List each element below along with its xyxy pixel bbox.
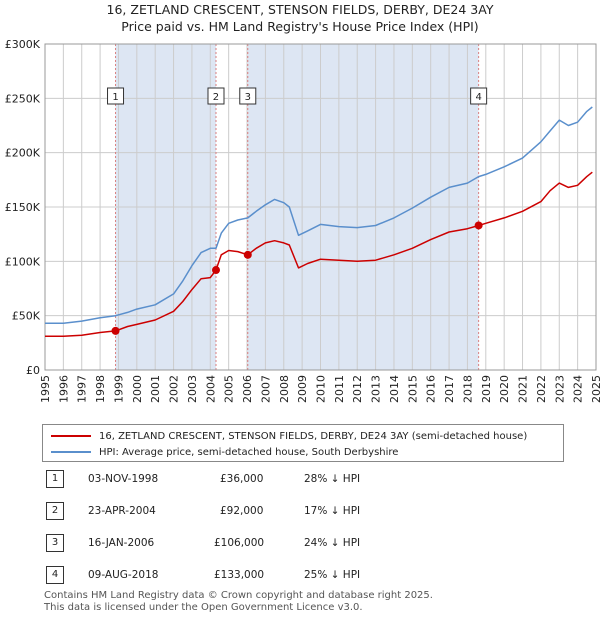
x-tick-label: 2001 <box>149 375 162 403</box>
transaction-price: £133,000 <box>214 569 265 581</box>
x-tick-label: 2017 <box>443 375 456 403</box>
chart-legend: 16, ZETLAND CRESCENT, STENSON FIELDS, DE… <box>42 424 564 462</box>
plot-frame <box>44 43 597 371</box>
transaction-number: 1 <box>46 470 64 488</box>
legend-swatch-property <box>51 435 91 437</box>
price-chart: 1 2 3 4 £0 £50K £100K £150K £200K £250K £300K 199… <box>5 38 600 403</box>
transaction-price: £36,000 <box>220 473 264 485</box>
transaction-point <box>111 326 120 335</box>
y-tick-label: £100K <box>5 255 41 268</box>
transaction-marker-box <box>470 87 488 105</box>
x-tick-label: 1999 <box>112 375 125 403</box>
x-tick-label: 2008 <box>278 375 291 403</box>
transaction-number: 2 <box>46 502 64 520</box>
transaction-point <box>243 250 252 259</box>
x-tick-label: 2019 <box>480 375 493 403</box>
legend-label-hpi: HPI: Average price, semi-detached house,… <box>99 446 399 458</box>
x-tick-label: 2016 <box>425 375 438 403</box>
x-tick-label: 1996 <box>57 375 70 403</box>
x-tick-label: 2011 <box>333 375 346 403</box>
property-price-line <box>45 171 593 338</box>
table-row: 1 03-NOV-1998 £36,000 28% ↓ HPI <box>42 470 562 490</box>
x-tick-label: 2018 <box>461 375 474 403</box>
x-tick-label: 1995 <box>39 375 52 403</box>
chart-subtitle: Price paid vs. HM Land Registry's House … <box>121 19 479 34</box>
x-tick-label: 2004 <box>204 375 217 403</box>
x-tick-label: 2002 <box>168 375 181 403</box>
x-tick-label: 1997 <box>76 375 89 403</box>
x-tick-label: 2023 <box>553 375 566 403</box>
legend-item-property: 16, ZETLAND CRESCENT, STENSON FIELDS, DE… <box>51 429 527 443</box>
x-tick-label: 2007 <box>259 375 272 403</box>
transaction-date: 09-AUG-2018 <box>88 569 159 581</box>
x-tick-label: 2025 <box>590 375 600 403</box>
transaction-marker-label: 1 <box>112 92 118 103</box>
transaction-marker-box <box>207 87 225 105</box>
x-tick-label: 1998 <box>94 375 107 403</box>
transaction-price: £106,000 <box>214 537 265 549</box>
transaction-hpi: 28% ↓ HPI <box>304 473 361 485</box>
transaction-date: 03-NOV-1998 <box>88 473 159 485</box>
x-tick-label: 2010 <box>315 375 328 403</box>
table-row: 2 23-APR-2004 £92,000 17% ↓ HPI <box>42 502 562 522</box>
footer: Contains HM Land Registry data © Crown c… <box>44 590 433 614</box>
x-tick-label: 2000 <box>131 375 144 403</box>
transaction-point <box>474 221 483 230</box>
y-tick-label: £250K <box>5 92 41 105</box>
x-tick-label: 2005 <box>223 375 236 403</box>
legend-item-hpi: HPI: Average price, semi-detached house,… <box>51 445 398 459</box>
transaction-marker-box <box>239 87 257 105</box>
transaction-point <box>211 266 220 275</box>
transaction-marker-label: 4 <box>475 92 481 103</box>
y-tick-label: £150K <box>5 201 41 214</box>
x-tick-label: 2003 <box>186 375 199 403</box>
y-tick-label: £200K <box>5 147 41 160</box>
hpi-line <box>45 106 593 325</box>
x-tick-label: 2013 <box>370 375 383 403</box>
table-row: 3 16-JAN-2006 £106,000 24% ↓ HPI <box>42 534 562 554</box>
x-tick-label: 2022 <box>535 375 548 403</box>
x-tick-label: 2009 <box>296 375 309 403</box>
footer-licence: This data is licensed under the Open Gov… <box>44 602 363 613</box>
x-tick-label: 2015 <box>406 375 419 403</box>
x-tick-label: 2021 <box>517 375 530 403</box>
table-row: 4 09-AUG-2018 £133,000 25% ↓ HPI <box>42 566 562 586</box>
transaction-hpi: 17% ↓ HPI <box>304 505 361 517</box>
y-tick-label: £0 <box>26 364 40 377</box>
transaction-number: 4 <box>46 566 64 584</box>
y-tick-label: £50K <box>12 310 41 323</box>
transaction-number: 3 <box>46 534 64 552</box>
x-tick-label: 2024 <box>572 375 585 403</box>
x-tick-label: 2014 <box>388 375 401 403</box>
footer-copyright: Contains HM Land Registry data © Crown c… <box>44 590 433 601</box>
y-tick-label: £300K <box>5 38 41 51</box>
x-tick-label: 2012 <box>351 375 364 403</box>
transaction-hpi: 24% ↓ HPI <box>304 537 361 549</box>
transaction-date: 16-JAN-2006 <box>88 537 155 549</box>
legend-swatch-hpi <box>51 451 91 453</box>
x-tick-label: 2020 <box>498 375 511 403</box>
transaction-marker-label: 2 <box>213 92 219 103</box>
transaction-date: 23-APR-2004 <box>88 505 156 517</box>
x-tick-label: 2006 <box>241 375 254 403</box>
transaction-marker-box <box>107 87 125 105</box>
transaction-hpi: 25% ↓ HPI <box>304 569 361 581</box>
transaction-marker-label: 3 <box>245 92 251 103</box>
transaction-price: £92,000 <box>220 505 264 517</box>
chart-title: 16, ZETLAND CRESCENT, STENSON FIELDS, DE… <box>106 2 494 17</box>
legend-label-property: 16, ZETLAND CRESCENT, STENSON FIELDS, DE… <box>99 430 528 442</box>
